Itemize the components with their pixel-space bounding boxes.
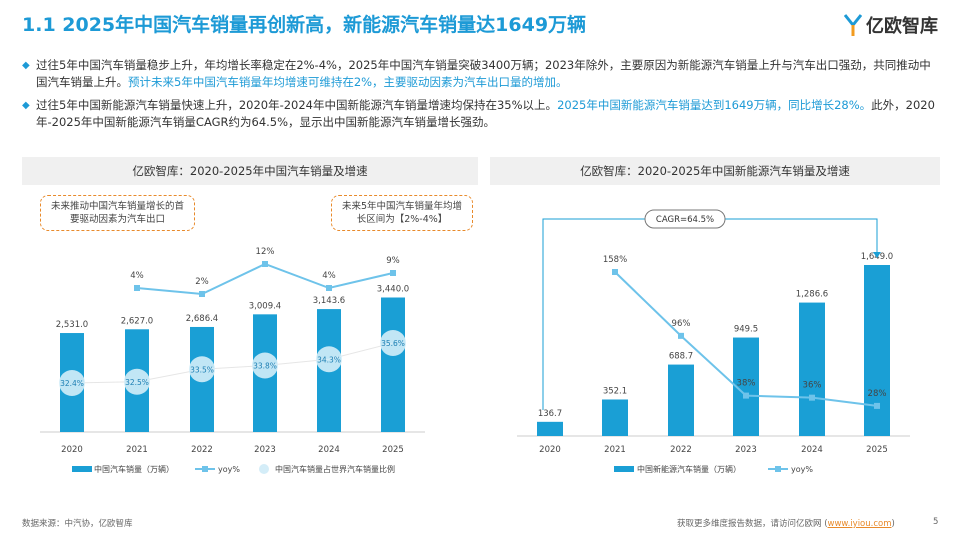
chart-title: 亿欧智库：2020-2025年中国汽车销量及增速 xyxy=(22,157,478,185)
bullet-text: 此外，2020年-2025年中国新能源汽车销量CAGR约为64.5%，显示出中国… xyxy=(36,98,935,129)
bullet-text: 过往5年中国新能源汽车销量快速上升，2020年-2024年中国新能源汽车销量增速… xyxy=(36,98,558,112)
footer-more: 获取更多维度报告数据，请访问亿欧网 (www.iyiou.com) xyxy=(677,517,895,529)
bullet-highlight: 预计未来5年中国汽车销量年均增速可维持在2%，主要驱动因素为汽车出口量的增加。 xyxy=(128,75,568,89)
logo: 亿欧智库 xyxy=(843,12,938,38)
source-note: 数据来源：中汽协，亿欧智库 xyxy=(22,519,133,529)
annotation-note: 未来5年中国汽车销量年均增长区间为【2%-4%】 xyxy=(331,195,473,231)
footer-text: ) xyxy=(891,519,895,529)
footer-text: 获取更多维度报告数据，请访问亿欧网 ( xyxy=(677,519,828,529)
footer-link[interactable]: www.iyiou.com xyxy=(827,519,892,529)
bullet-text: 过往5年中国汽车销量稳步上升，年均增长率稳定在2%-4%，2025年中国汽车销量… xyxy=(36,58,931,89)
annotation-note: 未来推动中国汽车销量增长的首要驱动因素为汽车出口 xyxy=(40,195,195,231)
page-number: 5 xyxy=(933,517,939,527)
chart-panel-left: 亿欧智库：2020-2025年中国汽车销量及增速 未来推动中国汽车销量增长的首要… xyxy=(22,157,478,492)
bullet-highlight: 2025年中国新能源汽车销量达到1649万辆，同比增长28%。 xyxy=(557,98,872,112)
logo-text: 亿欧智库 xyxy=(866,16,938,37)
bullet-2: 过往5年中国新能源汽车销量快速上升，2020年-2024年中国新能源汽车销量增速… xyxy=(22,97,942,131)
chart-panel-right: 亿欧智库：2020-2025年中国新能源汽车销量及增速 xyxy=(490,157,940,492)
bullet-1: 过往5年中国汽车销量稳步上升，年均增长率稳定在2%-4%，2025年中国汽车销量… xyxy=(22,57,942,91)
chart-title: 亿欧智库：2020-2025年中国新能源汽车销量及增速 xyxy=(490,157,940,185)
logo-icon xyxy=(843,13,863,37)
page-title: 1.1 2025年中国汽车销量再创新高，新能源汽车销量达1649万辆 xyxy=(22,14,587,36)
